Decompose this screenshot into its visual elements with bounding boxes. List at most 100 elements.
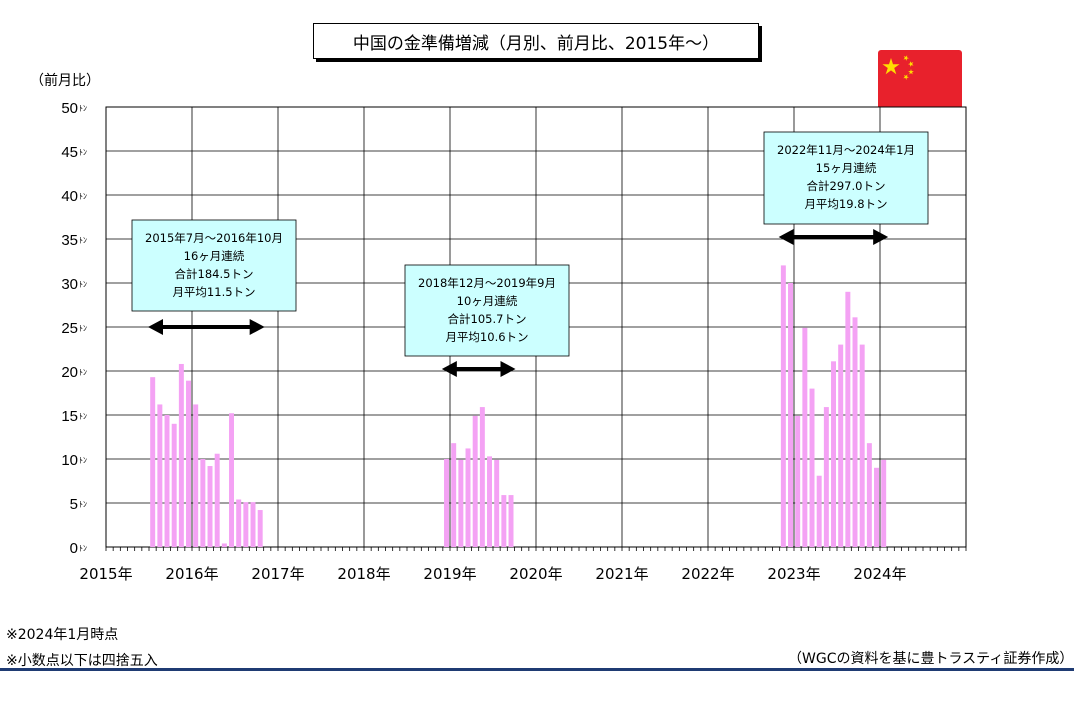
bar xyxy=(157,404,163,547)
arrow-head-right xyxy=(249,319,265,335)
y-tick-unit: ﾄﾝ xyxy=(79,500,87,509)
y-tick-unit: ﾄﾝ xyxy=(79,236,87,245)
annotation-text: 合計297.0トン xyxy=(807,179,886,193)
bar xyxy=(250,502,256,547)
flag-small-star xyxy=(903,55,909,61)
y-tick-label: 15 xyxy=(61,408,78,425)
bar xyxy=(816,475,822,547)
bar xyxy=(451,443,457,547)
y-tick-label: 20 xyxy=(61,364,78,381)
bar xyxy=(795,415,801,547)
annotation-text: 月平均10.6トン xyxy=(445,330,528,344)
bar xyxy=(229,413,234,547)
bar xyxy=(214,453,220,547)
annotation-text: 2022年11月～2024年1月 xyxy=(777,143,915,157)
annotation-text: 月平均19.8トン xyxy=(804,197,887,211)
bar xyxy=(164,415,170,547)
annotation-text: 合計184.5トン xyxy=(175,267,254,281)
y-tick-unit: ﾄﾝ xyxy=(79,148,87,157)
y-tick-unit: ﾄﾝ xyxy=(79,192,87,201)
annotation-text: 月平均11.5トン xyxy=(172,285,255,299)
y-tick-unit: ﾄﾝ xyxy=(79,456,87,465)
chart-title: 中国の金準備増減（月別、前月比、2015年～） xyxy=(313,23,759,59)
x-tick-label: 2020年 xyxy=(509,565,562,583)
bar xyxy=(178,363,184,547)
footnote-rounding: ※小数点以下は四捨五入 xyxy=(6,653,158,669)
annotation-text: 2018年12月～2019年9月 xyxy=(418,276,556,290)
china-flag-icon xyxy=(878,50,962,112)
y-tick-unit: ﾄﾝ xyxy=(79,368,87,377)
bar xyxy=(458,459,464,547)
annotation-text: 2015年7月～2016年10月 xyxy=(145,231,283,245)
bar xyxy=(823,407,829,547)
x-tick-label: 2017年 xyxy=(251,565,304,583)
y-tick-label: 30 xyxy=(61,276,78,293)
arrow-head-right xyxy=(500,361,516,377)
bar xyxy=(200,459,206,547)
footnote-date: ※2024年1月時点 xyxy=(6,627,119,643)
flag-small-star xyxy=(908,61,914,67)
bar xyxy=(465,448,471,547)
y-tick-label: 40 xyxy=(61,188,78,205)
x-tick-label: 2015年 xyxy=(79,565,132,583)
bar xyxy=(831,361,836,547)
flag-small-star xyxy=(908,69,914,75)
bar xyxy=(186,380,191,547)
y-tick-label: 50 xyxy=(61,100,78,117)
x-tick-label: 2016年 xyxy=(165,565,218,583)
bar xyxy=(221,543,227,547)
annotation-text: 10ヶ月連続 xyxy=(457,294,518,308)
bar xyxy=(207,466,213,547)
x-tick-label: 2024年 xyxy=(853,565,906,583)
y-tick-unit: ﾄﾝ xyxy=(79,412,87,421)
bar xyxy=(257,510,263,547)
bar xyxy=(788,283,793,547)
bar xyxy=(874,467,879,547)
footer-divider xyxy=(0,668,1074,671)
bar xyxy=(845,291,851,547)
y-tick-label: 10 xyxy=(61,452,78,469)
bar xyxy=(866,443,872,547)
bar xyxy=(852,317,858,547)
bar xyxy=(859,344,865,547)
bar xyxy=(193,404,199,547)
y-axis-unit-label: （前月比） xyxy=(30,73,100,89)
bar xyxy=(487,456,492,547)
bar xyxy=(501,495,507,547)
arrow-head-left xyxy=(148,319,163,335)
y-tick-unit: ﾄﾝ xyxy=(79,104,87,113)
y-tick-label: 25 xyxy=(61,320,78,337)
annotation-text: 16ヶ月連続 xyxy=(184,249,245,263)
y-tick-unit: ﾄﾝ xyxy=(79,544,87,553)
x-tick-label: 2023年 xyxy=(767,565,820,583)
flag-large-star xyxy=(882,58,900,75)
bar xyxy=(444,459,449,547)
bar xyxy=(479,407,485,547)
x-tick-label: 2021年 xyxy=(595,565,648,583)
arrow-head-right xyxy=(873,229,889,245)
annotation-box xyxy=(763,131,929,225)
annotation-box xyxy=(404,264,570,357)
x-tick-label: 2019年 xyxy=(423,565,476,583)
bar xyxy=(236,499,242,547)
annotation-text: 合計105.7トン xyxy=(448,312,527,326)
bar xyxy=(881,459,887,547)
annotation-text: 15ヶ月連続 xyxy=(816,161,877,175)
y-tick-label: 35 xyxy=(61,232,78,249)
annotation-box xyxy=(131,219,297,312)
bar xyxy=(508,495,514,547)
y-tick-unit: ﾄﾝ xyxy=(79,280,87,289)
y-tick-label: 0 xyxy=(70,540,78,557)
bar xyxy=(809,388,815,547)
y-tick-label: 45 xyxy=(61,144,78,161)
arrow-head-left xyxy=(778,229,794,245)
source-note: （WGCの資料を基に豊トラスティ証券作成） xyxy=(788,651,1074,667)
bar xyxy=(838,344,844,547)
flag-small-star xyxy=(903,74,909,80)
y-tick-label: 5 xyxy=(70,496,78,513)
bar xyxy=(243,502,249,547)
bar xyxy=(802,327,808,547)
bar xyxy=(171,423,177,547)
arrow-head-left xyxy=(441,361,457,377)
